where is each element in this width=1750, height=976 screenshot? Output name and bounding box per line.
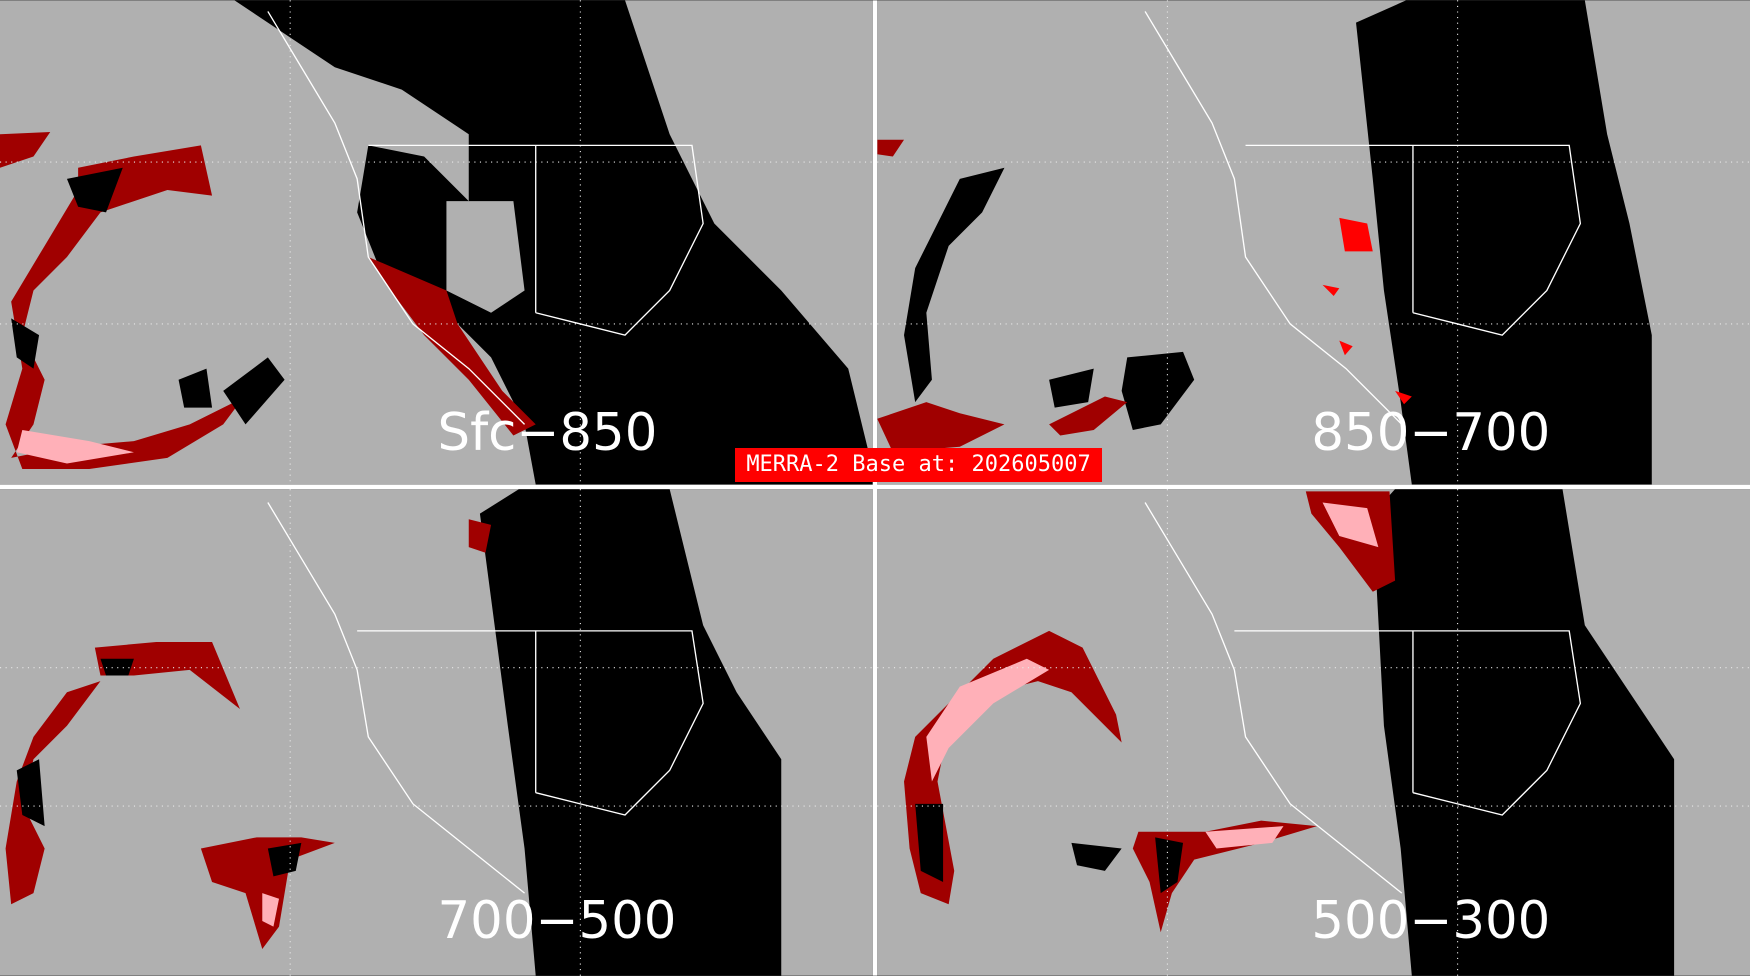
- pink-region: [16, 429, 134, 464]
- pink-region: [262, 893, 280, 927]
- mask-region: [16, 658, 302, 877]
- horizontal-divider: [0, 484, 1750, 490]
- panel-label: Sfc−850: [438, 403, 658, 463]
- panel-850-700: 850−700: [877, 0, 1750, 485]
- mask-region: [1356, 0, 1652, 485]
- red-region: [877, 139, 1128, 453]
- mask-region: [479, 489, 782, 976]
- panel-label: 700−500: [438, 891, 677, 951]
- panel-label: 500−300: [1311, 891, 1550, 951]
- mask-region: [446, 201, 525, 313]
- mask-region: [1372, 489, 1675, 976]
- red-region: [0, 131, 536, 470]
- mask-region: [11, 167, 285, 425]
- banner-label: MERRA-2 Base at: 202605007: [735, 448, 1102, 482]
- panel-700-500: 700−500: [0, 489, 873, 976]
- mask-region: [234, 0, 873, 485]
- mask-region: [904, 167, 1195, 430]
- panel-500-300: 500−300: [877, 489, 1750, 976]
- mask-region: [915, 803, 1184, 894]
- panel-sfc-850: Sfc−850: [0, 0, 873, 485]
- red-region: [5, 519, 492, 949]
- red-region: [904, 491, 1396, 933]
- pink-region: [926, 502, 1379, 849]
- panel-label: 850−700: [1311, 403, 1550, 463]
